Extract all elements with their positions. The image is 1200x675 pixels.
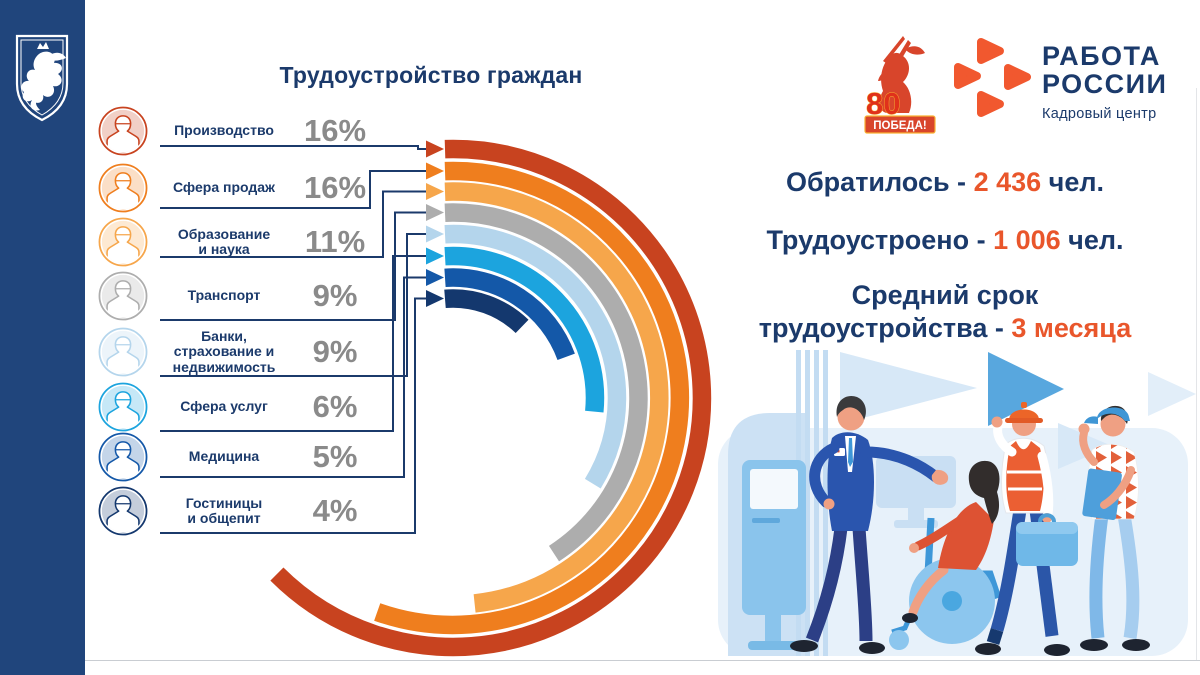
category-row-hospitality: Гостиницы и общепит 4% xyxy=(98,480,372,542)
rabota-rossii-wordmark: РАБОТА РОССИИ Кадровый центр xyxy=(1042,42,1167,122)
category-label-hospitality: Гостиницы и общепит xyxy=(185,494,263,526)
category-percent-sales: 16% xyxy=(303,170,367,205)
stat-employed-label: Трудоустроено - xyxy=(766,225,994,255)
arc-education xyxy=(444,182,669,613)
arc-sales xyxy=(374,161,690,635)
arc-banking xyxy=(444,224,627,489)
rabota-rossii-logo-icon xyxy=(954,38,1031,117)
sales-person-icon xyxy=(98,163,150,213)
wheelchair-woman-figure xyxy=(889,460,1002,650)
category-percent-medicine: 5% xyxy=(312,439,358,474)
right-edge-divider xyxy=(1196,88,1197,660)
monitor-silhouette xyxy=(876,456,956,528)
stat-average-term-value: 3 месяца xyxy=(1011,313,1132,343)
employment-illustration xyxy=(718,350,1196,656)
production-worker-icon xyxy=(98,106,150,156)
arc-transport xyxy=(444,203,648,562)
arrow-icon-medicine xyxy=(426,269,444,286)
rabota-line2: РОССИИ xyxy=(1042,69,1168,99)
big-blue-triangle xyxy=(988,352,1064,426)
arrow-icon-education xyxy=(426,183,444,200)
category-row-education: Образование и наука 11% xyxy=(98,211,372,273)
stat-average-term-line1: Средний срок xyxy=(851,280,1039,310)
sidebar xyxy=(0,0,85,675)
stat-average-term: Средний срок трудоустройства - 3 месяца xyxy=(700,279,1190,345)
category-percent-transport: 9% xyxy=(312,278,358,313)
arrow-icon-sales xyxy=(426,162,444,180)
category-label-banking: Банки, страхование и недвижимость xyxy=(172,327,276,375)
medicine-person-icon xyxy=(98,432,150,482)
stat-employed-unit: чел. xyxy=(1060,225,1124,255)
victory-banner: ПОБЕДА! xyxy=(873,120,926,132)
consultant-figure xyxy=(790,395,949,654)
category-percent-education: 11% xyxy=(304,224,366,259)
stat-employed-value: 1 006 xyxy=(993,225,1061,255)
category-row-transport: Транспорт 9% xyxy=(98,265,372,327)
transport-person-icon xyxy=(98,271,150,321)
construction-worker-figure xyxy=(975,402,1078,656)
page-title: Трудоустройство граждан xyxy=(279,62,583,89)
rabota-subtitle: Кадровый центр xyxy=(1042,106,1157,122)
stat-applied: Обратилось - 2 436 чел. xyxy=(700,166,1190,199)
category-percent-banking: 9% xyxy=(312,334,358,369)
category-label-production: Производство xyxy=(174,122,274,139)
category-label-sales: Сфера продаж xyxy=(173,179,275,196)
rabota-line1: РАБОТА xyxy=(1042,41,1161,71)
stat-applied-value: 2 436 xyxy=(973,167,1042,197)
bottom-divider xyxy=(85,660,1200,661)
services-person-icon xyxy=(98,382,150,432)
category-percent-hospitality: 4% xyxy=(312,493,358,528)
banking-person-icon xyxy=(98,327,150,377)
stat-average-term-label: трудоустройства - xyxy=(758,313,1012,343)
info-kiosk xyxy=(742,460,806,650)
arrow-icon-banking xyxy=(426,225,444,243)
arc-medicine xyxy=(444,268,575,361)
arrow-icon-transport xyxy=(426,204,444,221)
hospitality-chef-icon xyxy=(98,486,150,536)
category-percent-production: 16% xyxy=(303,113,367,148)
stat-applied-label: Обратилось - xyxy=(786,167,974,197)
category-row-medicine: Медицина 5% xyxy=(98,426,372,488)
arrow-icon-services xyxy=(426,247,444,265)
clipboard xyxy=(1082,468,1122,521)
kazan-coat-of-arms-icon xyxy=(15,34,69,122)
category-percent-services: 6% xyxy=(312,389,358,424)
cap xyxy=(1097,407,1130,421)
stat-employed: Трудоустроено - 1 006 чел. xyxy=(700,224,1190,257)
stat-applied-unit: чел. xyxy=(1041,167,1104,197)
education-person-icon xyxy=(98,217,150,267)
arc-services xyxy=(444,246,605,413)
category-label-education: Образование и наука xyxy=(177,225,271,257)
category-row-banking: Банки, страхование и недвижимость 9% xyxy=(98,321,372,383)
victory-80-logo-icon: 80 ПОБЕДА! xyxy=(864,36,936,134)
category-label-medicine: Медицина xyxy=(188,448,260,465)
category-label-services: Сфера услуг xyxy=(180,398,268,415)
arc-hospitality xyxy=(444,289,529,334)
category-row-sales: Сфера продаж 16% xyxy=(98,157,372,219)
young-man-figure xyxy=(1078,405,1150,651)
category-row-production: Производство 16% xyxy=(98,100,372,162)
category-label-transport: Транспорт xyxy=(187,287,261,304)
arrow-icon-production xyxy=(426,140,444,158)
arrow-icon-hospitality xyxy=(426,290,444,307)
